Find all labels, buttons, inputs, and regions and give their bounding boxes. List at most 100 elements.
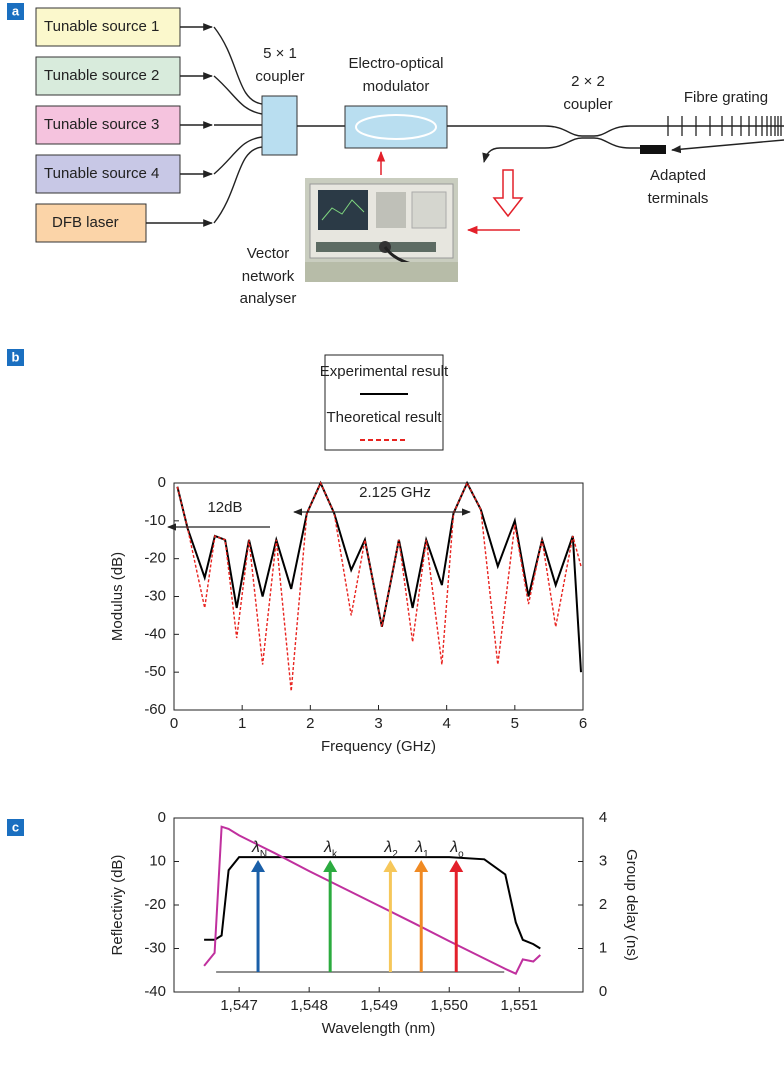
- marker-label: λo: [449, 839, 464, 859]
- marker-label: λk: [323, 839, 338, 859]
- y-tick-label: -60: [144, 701, 166, 718]
- fiber: [213, 26, 263, 105]
- y-tick-label: 0: [158, 809, 166, 826]
- y-tick-label: -20: [144, 550, 166, 567]
- y2-tick-label: 4: [599, 809, 607, 826]
- marker-symbol: λ: [323, 839, 332, 856]
- hollow-arrow: [492, 169, 524, 218]
- x-axis-label: Frequency (GHz): [321, 738, 436, 755]
- modulator-ring: [355, 114, 437, 140]
- series-line: [176, 480, 582, 673]
- modulator-label: modulator: [363, 78, 430, 95]
- fiber: [447, 125, 784, 137]
- fiber: [500, 137, 640, 149]
- terminals-label: terminals: [648, 190, 709, 207]
- x-tick-label: 3: [374, 715, 382, 732]
- source-label: Tunable source 1: [44, 18, 159, 35]
- marker-arrowhead: [383, 860, 398, 872]
- marker-subscript: N: [260, 849, 267, 860]
- marker-arrowhead: [251, 860, 266, 872]
- grating-label: Fibre grating: [684, 89, 768, 106]
- marker-arrowhead: [323, 860, 338, 872]
- source-label: DFB laser: [52, 214, 119, 231]
- source-label: Tunable source 4: [44, 165, 159, 182]
- panel-label-box: [7, 349, 24, 366]
- panel-label-box: [7, 3, 24, 20]
- marker-label: λ2: [383, 839, 398, 859]
- x-tick-label: 6: [579, 715, 587, 732]
- marker-symbol: λ: [251, 839, 260, 856]
- marker-symbol: λ: [449, 839, 458, 856]
- marker-symbol: λ: [414, 839, 423, 856]
- marker-arrowhead: [449, 860, 464, 872]
- y-axis-label: Modulus (dB): [109, 552, 126, 641]
- arrow: [671, 139, 784, 154]
- analyser-label: Vector: [247, 245, 290, 262]
- modulator: [344, 105, 448, 149]
- x-tick-label: 1,547: [220, 997, 258, 1014]
- x-axis-label: Wavelength (nm): [322, 1020, 436, 1037]
- marker-subscript: 2: [392, 849, 398, 860]
- source-box: [35, 203, 147, 243]
- y-tick-label: -40: [144, 983, 166, 1000]
- arrow: [482, 147, 501, 163]
- x-tick-label: 1,549: [360, 997, 398, 1014]
- legend-box: [324, 354, 444, 451]
- x-tick-label: 1,548: [290, 997, 328, 1014]
- series-line: [203, 825, 541, 976]
- panel-label: c: [12, 819, 19, 834]
- y-tick-label: -30: [144, 587, 166, 604]
- source-label: Tunable source 3: [44, 116, 159, 133]
- coupler-5x1: [261, 95, 298, 156]
- source-label: Tunable source 2: [44, 67, 159, 84]
- y-tick-label: 0: [158, 474, 166, 491]
- terminals-label: Adapted: [650, 167, 706, 184]
- panel-label: b: [12, 349, 20, 364]
- analyser-label: network: [242, 268, 295, 285]
- y2-tick-label: 2: [599, 896, 607, 913]
- y-axis-label: Reflectiviy (dB): [109, 855, 126, 956]
- y-tick-label: 10: [149, 852, 166, 869]
- y-tick-label: -40: [144, 625, 166, 642]
- coupler-label: 2 × 2: [571, 73, 605, 90]
- source-box: [35, 56, 181, 96]
- marker-label: λ1: [414, 839, 429, 859]
- x-tick-label: 4: [442, 715, 450, 732]
- panel-label-box: [7, 819, 24, 836]
- series-line: [176, 481, 582, 692]
- marker-arrowhead: [414, 860, 429, 872]
- fiber: [213, 136, 263, 175]
- x-tick-label: 1: [238, 715, 246, 732]
- grating: [667, 116, 782, 136]
- y2-tick-label: 0: [599, 983, 607, 1000]
- x-tick-label: 0: [170, 715, 178, 732]
- y-tick-label: -20: [144, 896, 166, 913]
- marker-label: λN: [251, 839, 267, 859]
- panel-label: a: [12, 3, 20, 18]
- y2-tick-label: 1: [599, 939, 607, 956]
- y-tick-label: -30: [144, 939, 166, 956]
- annotation: 2.125 GHz: [359, 484, 431, 501]
- marker-symbol: λ: [383, 839, 392, 856]
- fiber: [213, 75, 263, 115]
- panel-a: a Tunable source 1 Tunable source 2 Tuna…: [7, 3, 784, 307]
- legend-label: Experimental result: [320, 363, 449, 380]
- terminal: [640, 145, 666, 154]
- fiber: [213, 146, 263, 224]
- marker-subscript: o: [458, 849, 464, 860]
- coupler-label: coupler: [255, 68, 304, 85]
- y-tick-label: -10: [144, 512, 166, 529]
- y2-tick-label: 3: [599, 852, 607, 869]
- marker-subscript: k: [332, 849, 338, 860]
- marker-subscript: 1: [423, 849, 429, 860]
- annotation: 12dB: [207, 499, 242, 516]
- x-tick-label: 2: [306, 715, 314, 732]
- x-tick-label: 1,551: [500, 997, 538, 1014]
- y2-axis-label: Group delay (ns): [623, 849, 640, 961]
- series-line: [204, 856, 541, 950]
- coupler-label: coupler: [563, 96, 612, 113]
- y-tick-label: -50: [144, 663, 166, 680]
- x-tick-label: 5: [511, 715, 519, 732]
- coupler-label: 5 × 1: [263, 45, 297, 62]
